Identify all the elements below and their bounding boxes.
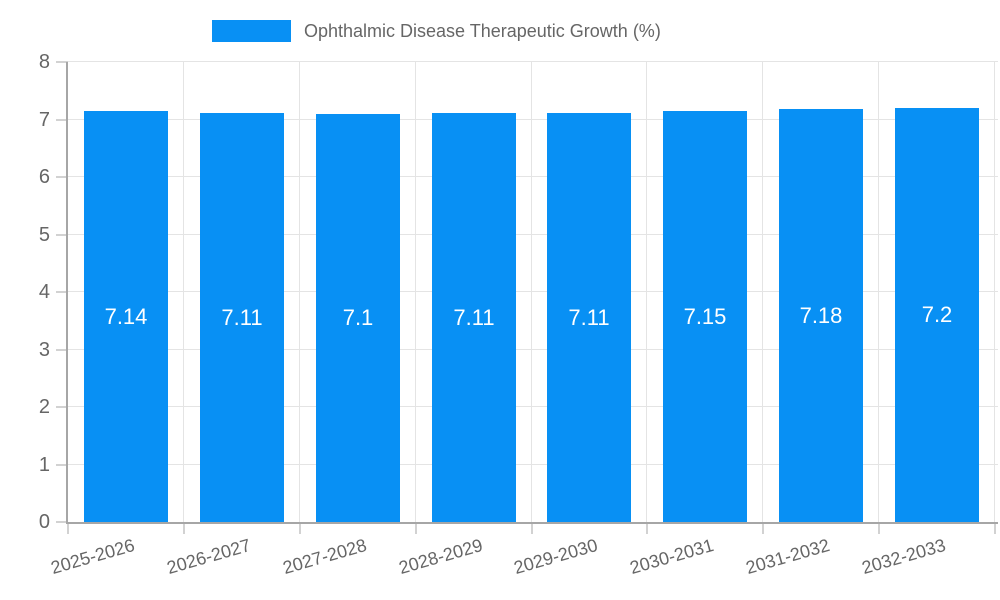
y-tick <box>56 176 68 178</box>
y-tick <box>56 464 68 466</box>
y-tick <box>56 61 68 63</box>
y-tick <box>56 234 68 236</box>
y-gridline <box>68 119 998 120</box>
x-tick <box>183 522 185 534</box>
legend-swatch <box>212 20 291 42</box>
y-tick-label: 7 <box>38 109 50 131</box>
bar <box>84 111 168 522</box>
x-tick-label: 2025-2026 <box>48 534 137 578</box>
y-tick-label: 6 <box>38 166 50 188</box>
x-gridline <box>646 62 647 522</box>
x-tick <box>531 522 533 534</box>
y-gridline <box>68 234 998 235</box>
y-gridline <box>68 406 998 407</box>
x-gridline <box>531 62 532 522</box>
x-tick <box>299 522 301 534</box>
x-tick-label: 2031-2032 <box>743 534 832 578</box>
y-tick-label: 5 <box>38 224 50 246</box>
x-tick-label: 2026-2027 <box>164 534 253 578</box>
bar-value-label: 7.11 <box>568 305 610 330</box>
x-tick <box>994 522 996 534</box>
x-tick-label: 2032-2033 <box>859 534 948 578</box>
y-tick-label: 2 <box>38 396 50 418</box>
y-tick <box>56 521 68 523</box>
bar-value-label: 7.11 <box>221 305 263 330</box>
x-gridline <box>878 62 879 522</box>
x-gridline <box>994 62 995 522</box>
x-gridline <box>762 62 763 522</box>
x-tick <box>67 522 69 534</box>
bar-value-label: 7.18 <box>799 303 843 328</box>
y-tick <box>56 349 68 351</box>
bar <box>547 113 631 522</box>
x-tick <box>646 522 648 534</box>
bar <box>663 111 747 522</box>
bar <box>779 109 863 522</box>
legend-label: Ophthalmic Disease Therapeutic Growth (%… <box>304 21 661 41</box>
y-tick-label: 0 <box>38 511 50 533</box>
y-tick-label: 1 <box>38 454 50 476</box>
y-tick <box>56 291 68 293</box>
y-gridline <box>68 291 998 292</box>
bar-value-label: 7.11 <box>453 305 495 330</box>
x-tick <box>762 522 764 534</box>
x-gridline <box>415 62 416 522</box>
y-tick-label: 4 <box>38 281 50 303</box>
x-axis-line <box>66 522 998 524</box>
y-gridline <box>68 61 998 62</box>
y-gridline <box>68 176 998 177</box>
chart-legend[interactable]: Ophthalmic Disease Therapeutic Growth (%… <box>212 20 661 42</box>
y-axis-line <box>66 62 68 524</box>
y-gridline <box>68 349 998 350</box>
bar-value-label: 7.1 <box>342 305 374 330</box>
y-tick-label: 3 <box>38 339 50 361</box>
x-tick-label: 2029-2030 <box>511 534 600 578</box>
x-tick <box>415 522 417 534</box>
bar <box>432 113 516 522</box>
y-gridline <box>68 464 998 465</box>
x-tick-label: 2027-2028 <box>280 534 369 578</box>
bar <box>316 114 400 522</box>
x-tick-label: 2028-2029 <box>396 534 485 578</box>
y-tick-label: 8 <box>38 51 50 73</box>
bar-value-label: 7.15 <box>683 304 727 329</box>
x-tick <box>878 522 880 534</box>
bar-value-label: 7.14 <box>104 304 148 329</box>
bar <box>200 113 284 522</box>
x-gridline <box>183 62 184 522</box>
bar <box>895 108 979 522</box>
y-tick <box>56 119 68 121</box>
y-tick <box>56 406 68 408</box>
x-tick-label: 2030-2031 <box>627 534 716 578</box>
bar-value-label: 7.2 <box>921 302 953 327</box>
x-gridline <box>299 62 300 522</box>
